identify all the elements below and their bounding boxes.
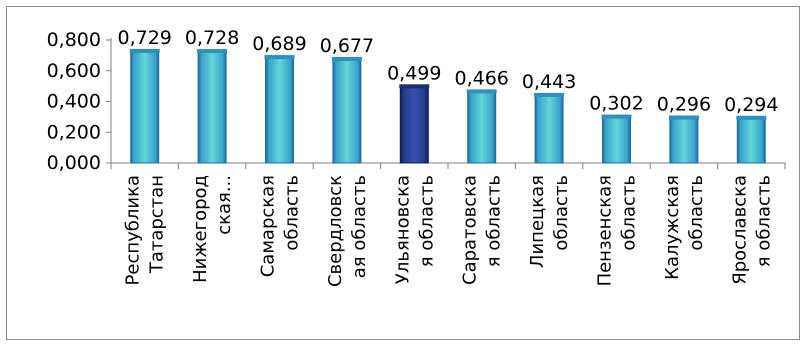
x-category-label-line: область — [282, 175, 303, 251]
x-category-label-line: Пензенская — [595, 175, 616, 286]
x-category-label-line: Ярославска — [729, 175, 750, 285]
bar — [265, 56, 294, 164]
x-category-label: Самарская область — [258, 175, 303, 277]
x-category-label-line: ая область — [349, 175, 370, 278]
data-label: 0,499 — [387, 62, 441, 84]
bar-cap — [736, 115, 767, 120]
x-category-label-line: Калужская — [662, 175, 683, 280]
x-category-label-line: Республика — [123, 175, 144, 285]
bar — [197, 50, 227, 164]
x-category-label-line: я область — [484, 175, 505, 267]
y-tick-label: 0,600 — [47, 60, 101, 82]
bar — [130, 50, 160, 164]
bar-cap — [534, 92, 565, 97]
bar — [736, 117, 766, 164]
bar — [467, 90, 497, 164]
data-label: 0,677 — [320, 35, 374, 57]
data-label: 0,302 — [589, 93, 643, 115]
x-category-label: Ульяновска я область — [392, 175, 437, 284]
x-category-label-line: Ульяновска — [392, 175, 413, 284]
x-category-label: Республика Татарстан — [123, 175, 168, 285]
y-tick-label: 0,400 — [47, 91, 101, 113]
x-category-label-line: Липецкая — [527, 175, 548, 268]
bar — [669, 116, 699, 164]
bar-cap — [668, 115, 699, 120]
x-category-label: Свердловск ая область — [325, 175, 370, 287]
x-category-label-line: Татарстан — [147, 175, 168, 274]
x-category-label: Нижегород ская... — [190, 175, 235, 283]
bar-cap — [466, 89, 497, 94]
data-label: 0,443 — [522, 71, 576, 93]
x-category-label: Пензенская область — [595, 175, 640, 286]
y-tick-label: 0,200 — [47, 121, 101, 143]
data-label: 0,729 — [117, 27, 171, 49]
x-category-label-line: ская... — [214, 175, 235, 235]
x-category-label-line: область — [686, 175, 707, 251]
data-label: 0,728 — [185, 27, 239, 49]
bar — [332, 58, 362, 164]
data-label: 0,689 — [252, 33, 306, 55]
bar-cap — [264, 55, 295, 60]
x-category-label-line: я область — [753, 175, 774, 267]
data-label: 0,294 — [724, 94, 778, 116]
bar — [534, 94, 564, 164]
bar-cap — [129, 48, 160, 53]
bar — [399, 85, 429, 164]
chart-frame: 0,000 0,200 0,400 0,600 0,800 0,729 Республика… — [6, 6, 800, 340]
bar-cap — [399, 84, 430, 89]
x-category-label: Калужская область — [662, 175, 707, 280]
x-category-label-line: Нижегород — [190, 175, 211, 283]
x-category-label-line: Саратовска — [460, 175, 481, 285]
x-category-label-line: Свердловск — [325, 175, 346, 287]
x-category-label-line: я область — [416, 175, 437, 267]
x-category-label-line: область — [619, 175, 640, 251]
bar-cap — [331, 56, 362, 61]
bar-cap — [601, 114, 632, 119]
bar-chart: 0,000 0,200 0,400 0,600 0,800 0,729 Республика… — [47, 27, 786, 287]
x-category-label-line: Самарская — [258, 175, 279, 277]
x-category-label: Саратовска я область — [460, 175, 505, 285]
x-category-label: Ярославска я область — [729, 175, 774, 285]
bar — [602, 116, 631, 164]
y-tick-label: 0,000 — [47, 152, 101, 174]
y-tick-label: 0,800 — [47, 29, 101, 51]
data-label: 0,296 — [657, 93, 711, 115]
data-label: 0,466 — [454, 67, 508, 89]
bar-cap — [197, 49, 228, 54]
x-category-label-line: область — [551, 175, 572, 251]
x-category-label: Липецкая область — [527, 175, 572, 268]
